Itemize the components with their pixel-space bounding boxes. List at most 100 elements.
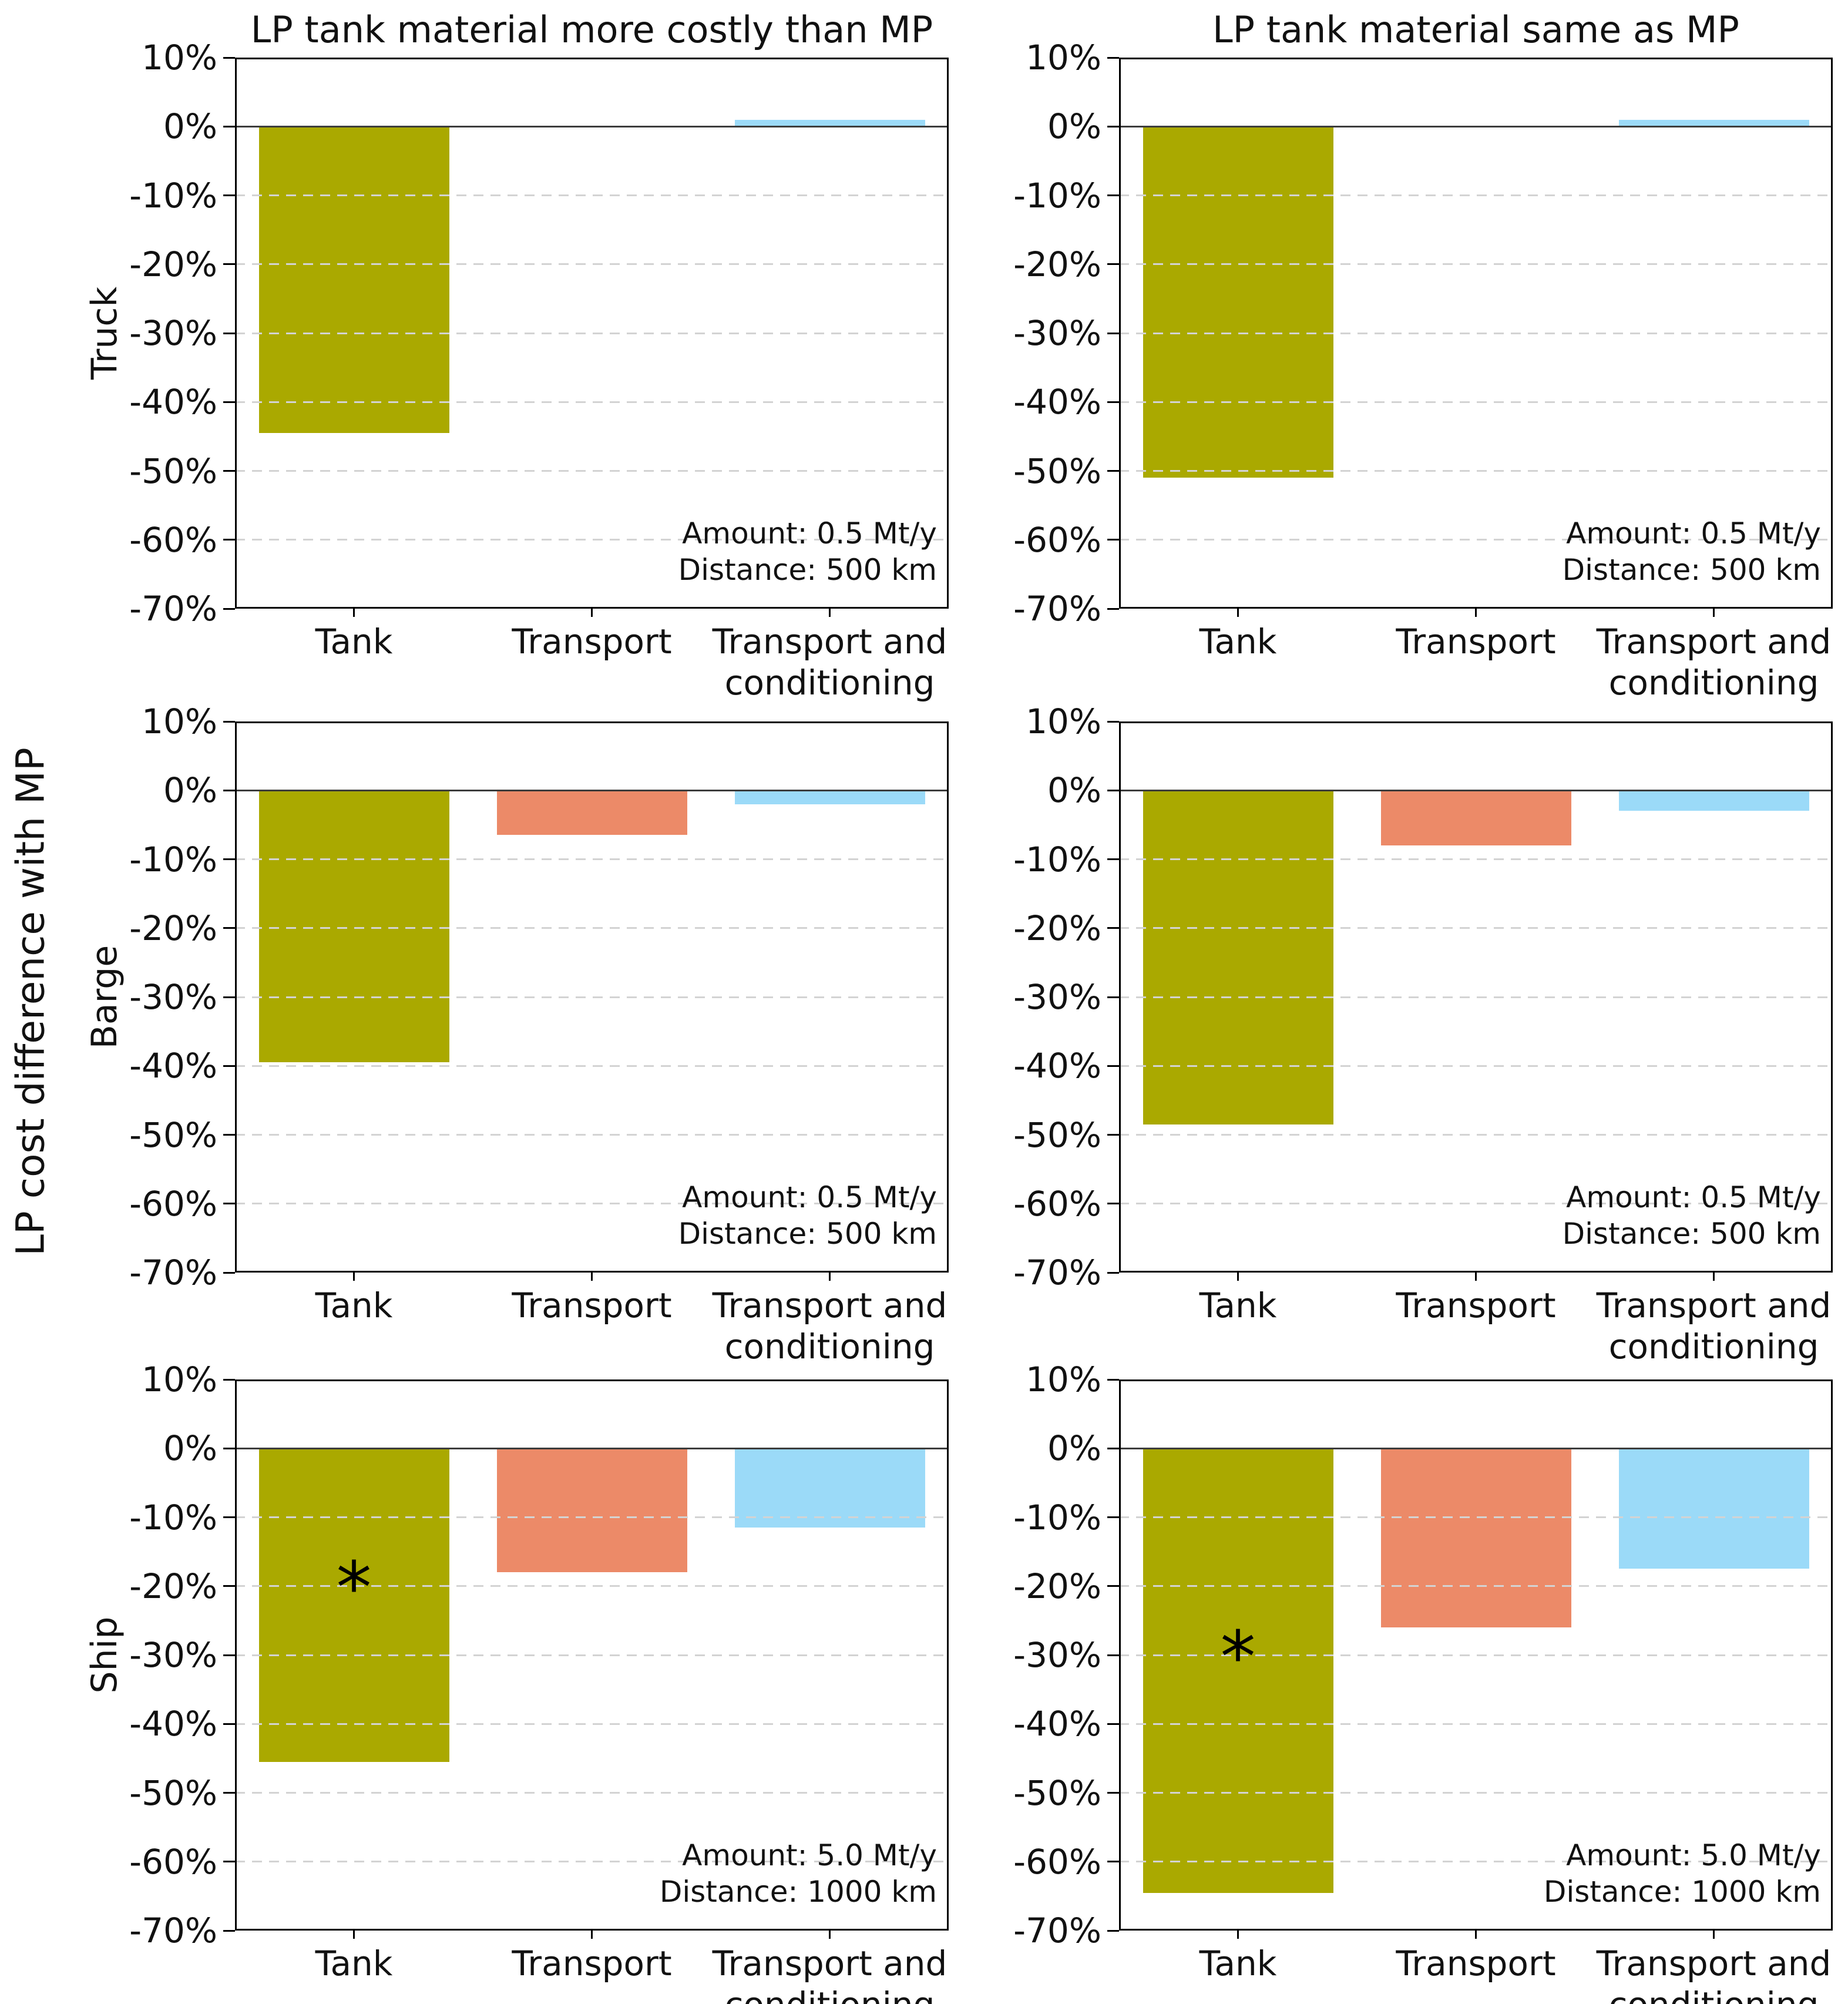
- asterisk-marker: *: [1220, 1616, 1256, 1698]
- x-tick-mark: [1237, 1273, 1239, 1281]
- y-tick-label: 0%: [163, 770, 217, 811]
- gridline: [235, 1585, 949, 1587]
- gridline: [1119, 332, 1833, 334]
- x-tick-mark: [1237, 609, 1239, 617]
- bar-transport: [1380, 790, 1571, 846]
- y-tick-label: -70%: [1013, 1911, 1101, 1951]
- annotation-amount: Amount: 0.5 Mt/y: [1566, 516, 1821, 550]
- bar-tank: [1143, 126, 1333, 478]
- bar-tank: [1143, 1448, 1333, 1893]
- x-tick-label: Tank: [1199, 622, 1277, 662]
- y-tick-label: -70%: [1013, 1253, 1101, 1293]
- gridline: [235, 858, 949, 860]
- y-tick-mark: [1107, 927, 1119, 929]
- gridline: [1119, 1585, 1833, 1587]
- gridline: [235, 194, 949, 196]
- y-tick-mark: [223, 125, 235, 127]
- y-tick-mark: [223, 720, 235, 723]
- y-tick-mark: [1107, 194, 1119, 196]
- y-tick-label: 0%: [1047, 106, 1101, 147]
- bar-tank: [258, 1448, 449, 1762]
- x-tick-label: Tank: [315, 1943, 393, 1983]
- x-tick-label: Transport: [512, 622, 672, 662]
- y-tick-mark: [1107, 56, 1119, 59]
- figure-y-axis-label: LP cost difference with MP: [8, 747, 53, 1256]
- annotation-amount: Amount: 0.5 Mt/y: [682, 1180, 937, 1214]
- x-tick-mark: [829, 1273, 831, 1281]
- y-tick-mark: [1107, 789, 1119, 791]
- y-tick-label: -30%: [129, 977, 217, 1017]
- y-tick-label: -20%: [1013, 244, 1101, 284]
- x-tick-label: Transport and conditioning: [1596, 1943, 1832, 2004]
- x-tick-mark: [591, 1931, 593, 1939]
- y-tick-mark: [1107, 1065, 1119, 1067]
- y-tick-mark: [223, 1792, 235, 1794]
- zero-line: [235, 125, 949, 127]
- gridline: [235, 1134, 949, 1136]
- x-tick-label: Tank: [1199, 1285, 1277, 1325]
- y-tick-mark: [223, 858, 235, 860]
- bar-transport: [1618, 790, 1809, 811]
- y-tick-label: 10%: [1026, 701, 1101, 741]
- gridline: [235, 1792, 949, 1794]
- annotation-distance: Distance: 500 km: [1562, 553, 1821, 587]
- bar-transport: [734, 119, 925, 127]
- y-tick-mark: [223, 1378, 235, 1381]
- y-tick-mark: [1107, 332, 1119, 334]
- y-tick-label: -60%: [1013, 519, 1101, 560]
- y-tick-label: 10%: [142, 701, 217, 741]
- bar-transport: [734, 790, 925, 804]
- annotation-distance: Distance: 1000 km: [659, 1875, 937, 1909]
- x-tick-mark: [1713, 1931, 1715, 1939]
- y-tick-mark: [223, 194, 235, 196]
- y-tick-label: -60%: [129, 1183, 217, 1224]
- x-tick-mark: [1475, 609, 1477, 617]
- y-tick-mark: [223, 263, 235, 266]
- bar-tank: [258, 126, 449, 433]
- y-tick-mark: [223, 1516, 235, 1518]
- gridline: [235, 470, 949, 472]
- zero-line: [235, 1447, 949, 1449]
- annotation-distance: Distance: 500 km: [678, 553, 937, 587]
- gridline: [235, 1654, 949, 1656]
- y-tick-mark: [1107, 607, 1119, 610]
- y-tick-mark: [223, 1271, 235, 1274]
- y-tick-mark: [1107, 125, 1119, 127]
- x-tick-mark: [1475, 1273, 1477, 1281]
- y-tick-label: -20%: [1013, 908, 1101, 948]
- y-tick-label: -40%: [1013, 382, 1101, 422]
- y-tick-label: -70%: [129, 1911, 217, 1951]
- x-tick-label: Transport and conditioning: [712, 1943, 947, 2004]
- y-tick-label: -30%: [1013, 313, 1101, 353]
- zero-line: [1119, 125, 1833, 127]
- y-tick-label: 0%: [1047, 1428, 1101, 1469]
- y-tick-mark: [223, 789, 235, 791]
- y-tick-label: -50%: [1013, 451, 1101, 491]
- gridline: [1119, 539, 1833, 541]
- gridline: [1119, 1792, 1833, 1794]
- x-tick-mark: [829, 609, 831, 617]
- gridline: [235, 1203, 949, 1205]
- bar-transport: [1380, 1448, 1571, 1628]
- annotation-amount: Amount: 5.0 Mt/y: [1566, 1838, 1821, 1872]
- y-tick-mark: [1107, 1378, 1119, 1381]
- gridline: [1119, 1654, 1833, 1656]
- y-tick-mark: [223, 1861, 235, 1863]
- y-tick-mark: [1107, 1723, 1119, 1725]
- annotation-distance: Distance: 1000 km: [1543, 1875, 1821, 1909]
- y-tick-mark: [223, 1203, 235, 1205]
- x-tick-label: Transport: [512, 1943, 672, 1983]
- gridline: [1119, 1723, 1833, 1725]
- y-tick-label: -60%: [129, 519, 217, 560]
- gridline: [1119, 1203, 1833, 1205]
- x-tick-label: Transport and conditioning: [712, 622, 947, 703]
- gridline: [1119, 263, 1833, 266]
- y-tick-mark: [223, 1447, 235, 1449]
- gridline: [235, 1861, 949, 1863]
- x-tick-label: Transport and conditioning: [712, 1285, 947, 1367]
- y-tick-mark: [1107, 1271, 1119, 1274]
- asterisk-marker: *: [336, 1548, 372, 1630]
- y-tick-label: -60%: [1013, 1183, 1101, 1224]
- x-tick-mark: [353, 1931, 355, 1939]
- y-tick-label: -10%: [1013, 1497, 1101, 1538]
